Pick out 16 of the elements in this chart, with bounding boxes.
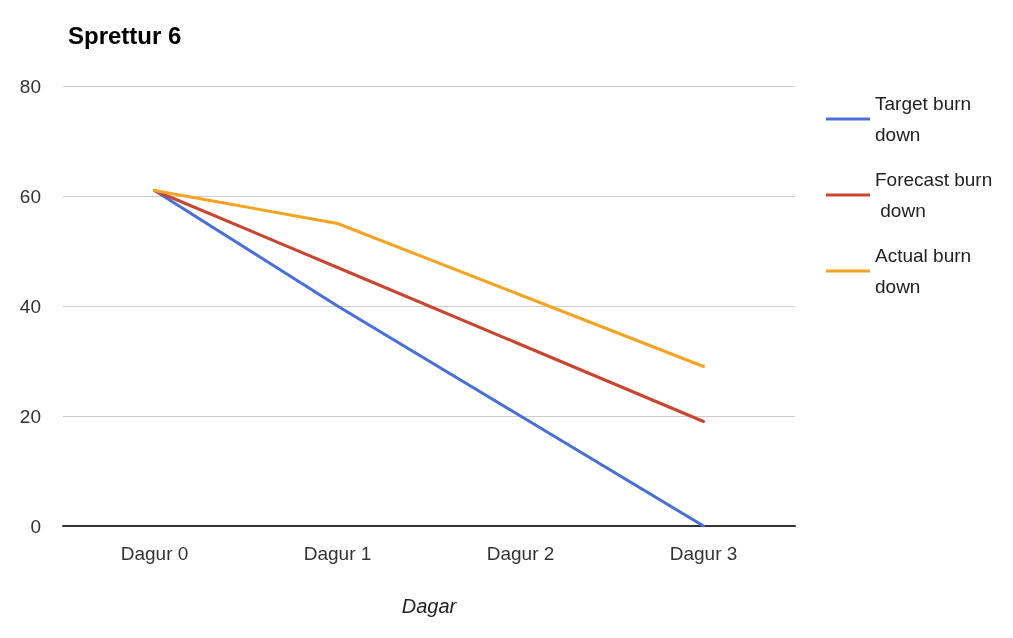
y-tick-label: 60 bbox=[19, 185, 41, 207]
x-axis-title: Dagar bbox=[401, 595, 458, 617]
y-tick-label: 80 bbox=[19, 75, 41, 97]
x-tick-label: Dagur 0 bbox=[120, 543, 189, 564]
legend-label: Actual burn down bbox=[875, 245, 977, 297]
x-tick-label: Dagur 2 bbox=[486, 543, 555, 564]
y-tick-label: 0 bbox=[30, 515, 41, 537]
x-tick-label: Dagur 1 bbox=[303, 543, 372, 564]
y-tick-label: 40 bbox=[19, 295, 41, 317]
legend-label: Forecast burn down bbox=[875, 169, 993, 221]
legend-label: Target burn down bbox=[875, 93, 977, 145]
x-tick-label: Dagur 3 bbox=[669, 543, 738, 564]
line-series bbox=[153, 189, 705, 368]
chart-title: Sprettur 6 bbox=[68, 21, 182, 49]
y-tick-label: 20 bbox=[19, 405, 41, 427]
line-series bbox=[153, 189, 705, 423]
